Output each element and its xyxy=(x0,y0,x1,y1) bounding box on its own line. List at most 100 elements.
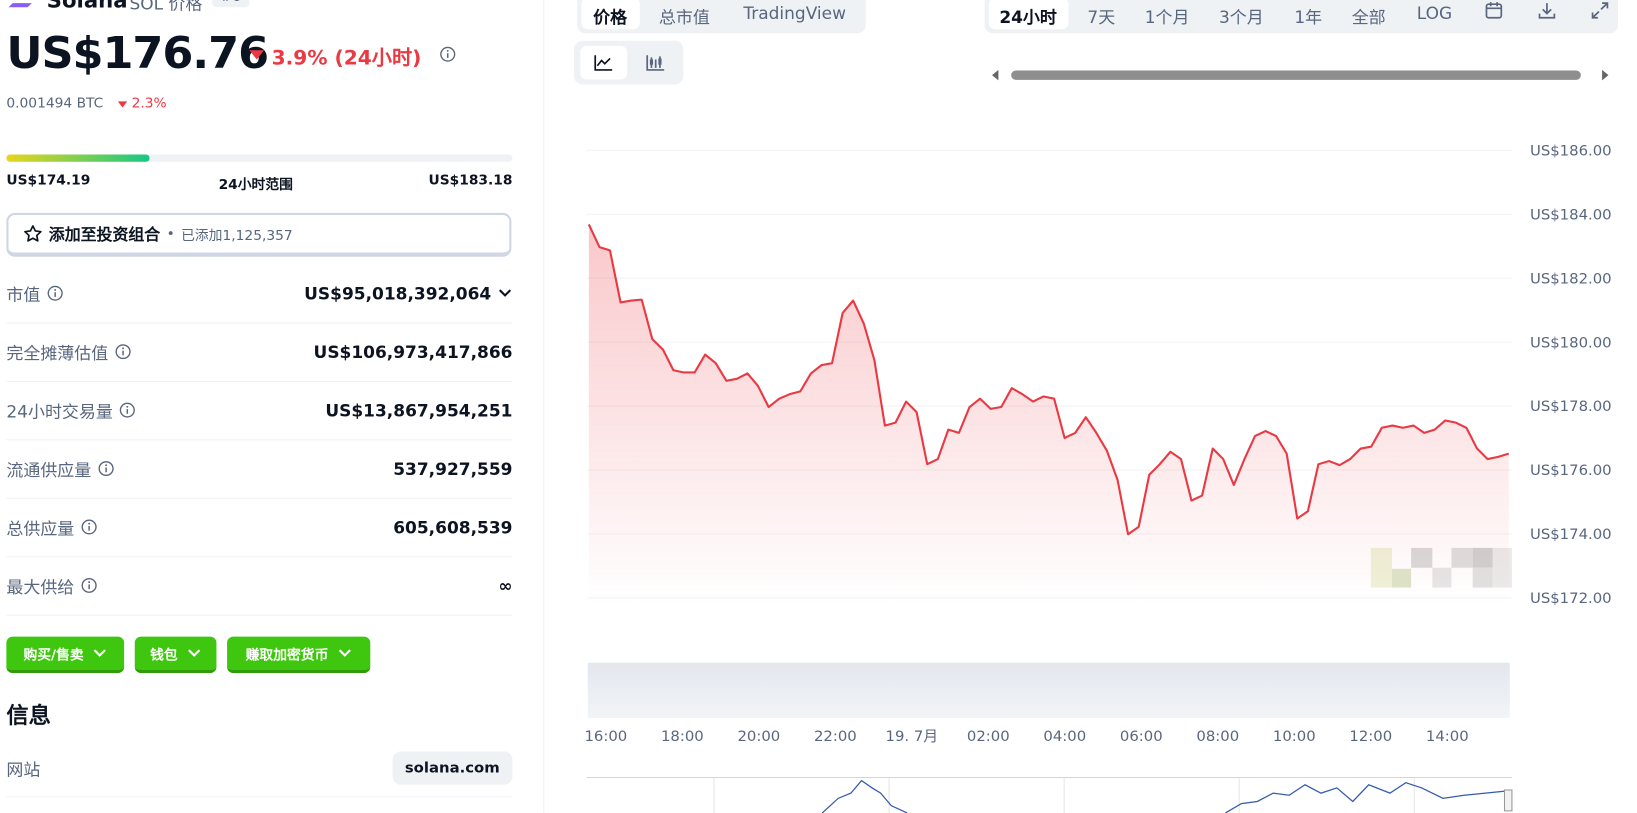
navigator-grid xyxy=(713,777,1415,813)
y-tick-label: US$178.00 xyxy=(1530,398,1612,415)
price: US$176.76 xyxy=(6,27,269,79)
x-tick-label: 20:00 xyxy=(737,728,780,745)
stat-value: ∞ xyxy=(498,576,512,596)
stat-label-text: 流通供应量 xyxy=(6,460,92,481)
period-tabs xyxy=(984,0,1619,34)
stat-row: 完全摊薄估值 US$106,973,417,866 xyxy=(6,322,513,382)
stat-row: 市值 US$95,018,392,064 xyxy=(6,264,513,324)
price-chart: US$172.00 US$174.00 US$176.00 US$178.00 US$1… xyxy=(584,143,1612,813)
stat-value: 605,608,539 xyxy=(393,517,512,537)
period-tab[interactable]: 7天 xyxy=(1087,7,1116,28)
line-icon[interactable] xyxy=(593,53,614,72)
info-title: 信息 xyxy=(6,703,51,729)
action-button[interactable]: 购买/售卖 xyxy=(6,636,125,674)
candle-icon[interactable] xyxy=(645,53,666,72)
range-high: US$183.18 xyxy=(428,173,513,189)
action-button[interactable]: 赚取加密货币 xyxy=(227,636,371,674)
y-tick-label: US$172.00 xyxy=(1530,590,1612,607)
star-icon xyxy=(24,225,42,242)
stat-label: 24小时交易量 xyxy=(6,398,136,423)
down-arrow xyxy=(249,50,265,60)
info-icon xyxy=(47,285,63,301)
x-tick-label: 12:00 xyxy=(1349,728,1392,745)
stat-label-text: 市值 xyxy=(6,284,41,305)
stat-value: US$13,867,954,251 xyxy=(325,400,512,420)
stat-value-text: 605,608,539 xyxy=(393,517,513,537)
navigator-line xyxy=(821,779,1507,813)
x-tick-label: 18:00 xyxy=(661,728,704,745)
period-tab[interactable]: 1年 xyxy=(1294,7,1323,28)
x-tick-label: 16:00 xyxy=(584,728,627,745)
chart-tab[interactable]: 总市值 xyxy=(658,7,710,28)
period-tab[interactable]: LOG xyxy=(1416,3,1453,23)
chevron xyxy=(338,649,351,657)
btc-change: 2.3% xyxy=(131,96,167,112)
chevron xyxy=(187,649,200,657)
info-icon xyxy=(98,461,114,477)
x-tick-label: 08:00 xyxy=(1196,728,1239,745)
period-tab[interactable]: 3个月 xyxy=(1218,7,1264,28)
stat-label: 最大供给 xyxy=(6,573,97,598)
stat-value: US$106,973,417,866 xyxy=(314,342,513,362)
chart-tab[interactable]: TradingView xyxy=(743,3,846,23)
action-label: 赚取加密货币 xyxy=(245,647,329,664)
chevron xyxy=(93,649,106,657)
x-tick-label: 14:00 xyxy=(1426,728,1469,745)
stat-value: 537,927,559 xyxy=(393,459,512,479)
scrollbar[interactable] xyxy=(989,67,1615,84)
stat-label-text: 总供应量 xyxy=(6,518,75,539)
chart-tab[interactable]: 价格 xyxy=(593,7,628,28)
action-label: 购买/售卖 xyxy=(23,647,84,664)
stat-row: 24小时交易量 US$13,867,954,251 xyxy=(6,381,513,441)
x-tick-label: 02:00 xyxy=(967,728,1010,745)
btc-price: 0.001494 BTC xyxy=(6,96,104,112)
navigator-handle[interactable] xyxy=(1503,789,1513,812)
y-tick-label: US$174.00 xyxy=(1530,526,1612,543)
coin-symbol: SOL 价格 xyxy=(129,0,203,14)
price-area xyxy=(588,224,1509,605)
chevron xyxy=(498,289,512,297)
download-icon[interactable] xyxy=(1537,1,1556,20)
stat-value-text: US$95,018,392,064 xyxy=(304,283,492,304)
stat-label: 市值 xyxy=(6,281,63,306)
x-tick-label: 10:00 xyxy=(1273,728,1316,745)
chart-style-toggle xyxy=(574,40,684,85)
divider xyxy=(543,0,545,813)
action-label: 钱包 xyxy=(150,647,178,664)
stat-value-text: 537,927,559 xyxy=(393,458,513,479)
period-tab[interactable]: 24小时 xyxy=(999,7,1057,28)
info-icon xyxy=(440,46,456,62)
period-tab[interactable]: 1个月 xyxy=(1144,7,1190,28)
stat-row: 总供应量 605,608,539 xyxy=(6,498,513,558)
info-icon xyxy=(81,577,97,593)
website-link[interactable]: solana.com xyxy=(392,750,513,785)
stat-value-text: US$106,973,417,866 xyxy=(313,341,513,362)
rank-badge: #6 xyxy=(212,0,250,8)
action-button[interactable]: 钱包 xyxy=(134,636,217,674)
period-tab[interactable]: 全部 xyxy=(1351,7,1386,28)
portfolio-button[interactable]: 添加至投资组合 • 已添加1,125,357 xyxy=(6,212,512,257)
y-tick-label: US$180.00 xyxy=(1530,334,1612,351)
x-tick-label: 04:00 xyxy=(1043,728,1086,745)
range-label: 24小时范围 xyxy=(218,177,293,194)
fullscreen-icon[interactable] xyxy=(1590,1,1609,20)
price-line xyxy=(587,224,1510,536)
range-low: US$174.19 xyxy=(6,173,91,189)
info-icon xyxy=(120,402,136,418)
calendar-icon[interactable] xyxy=(1484,1,1503,20)
chart-tabs xyxy=(577,0,866,34)
stat-row: 流通供应量 537,927,559 xyxy=(6,439,513,499)
logo xyxy=(8,0,32,8)
y-tick-label: US$182.00 xyxy=(1530,270,1612,287)
y-tick-label: US$186.00 xyxy=(1530,143,1612,160)
down-arrow xyxy=(117,101,128,108)
price-change: 3.9% (24小时) xyxy=(271,46,422,70)
active-pill xyxy=(581,0,640,30)
coin-name: Solana xyxy=(46,0,128,13)
stat-label-text: 完全摊薄估值 xyxy=(6,343,109,364)
stat-value-text: US$13,867,954,251 xyxy=(325,400,513,421)
info-label: 网站 xyxy=(6,759,41,780)
active-pill xyxy=(988,0,1069,30)
info-row: 网站 solana.com xyxy=(6,739,513,798)
